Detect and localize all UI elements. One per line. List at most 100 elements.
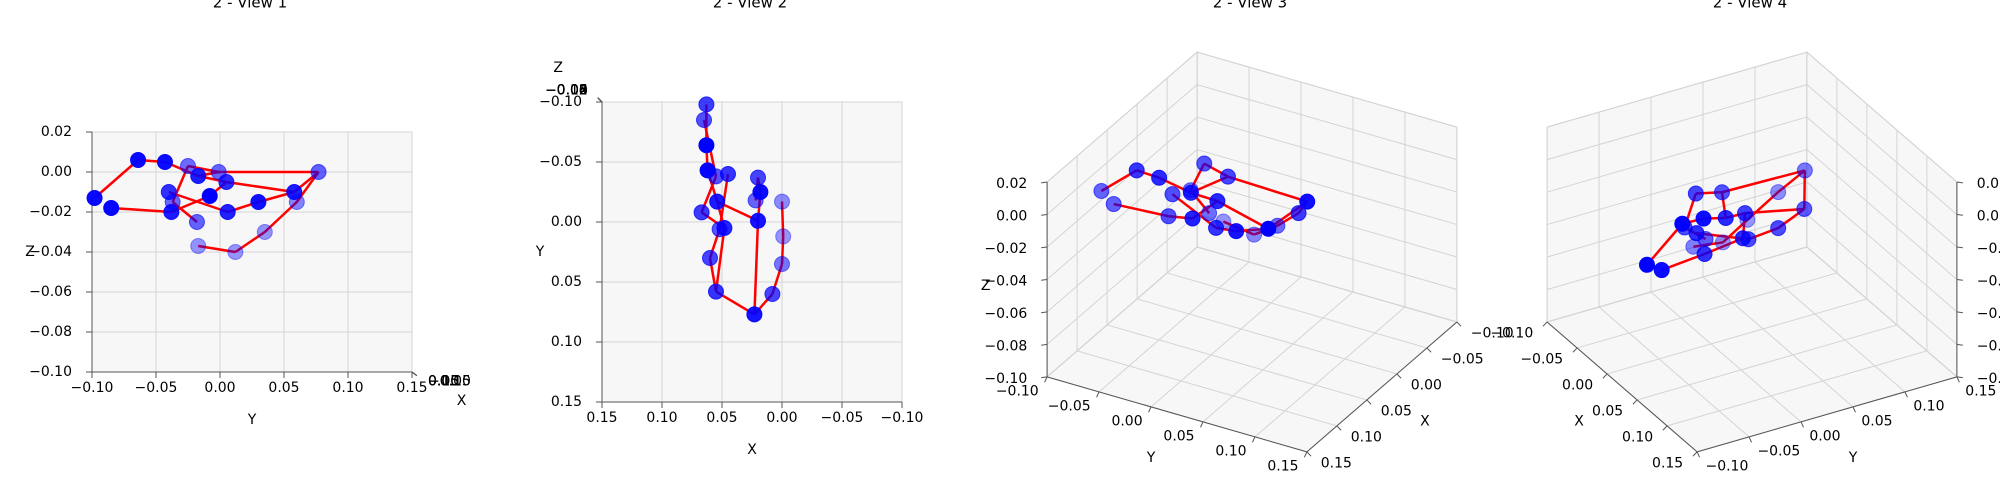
joint <box>160 184 177 200</box>
axis-label: Z <box>981 278 991 294</box>
tick-label: −0.06 <box>1977 306 2000 322</box>
tick-mark <box>411 371 418 377</box>
joint <box>163 204 180 220</box>
subplot: −0.10 −0.05 0.00 0.05 0.10 0.15 X −0.10 −0.05 0.0… <box>535 0 924 458</box>
joint <box>1734 230 1751 247</box>
grid-line <box>1196 84 1458 161</box>
grid-line <box>1098 261 1250 393</box>
tick-label: −0.08 <box>1977 339 2000 355</box>
tick-label: −0.05 <box>428 374 471 390</box>
joint <box>698 137 715 154</box>
tick-label: 0.02 <box>996 176 1027 192</box>
bone <box>168 190 229 214</box>
tick-mark <box>1200 421 1204 428</box>
axis-label: Y <box>535 244 545 260</box>
tick-label: 0.02 <box>557 83 588 99</box>
joint <box>1796 162 1813 179</box>
joint <box>1201 205 1218 222</box>
tick-label: −0.04 <box>984 274 1027 290</box>
subplot: −0.10 −0.05 0.00 0.05 0.10 0.15 X −0.10 −0.05 0.0… <box>1490 0 2000 474</box>
tick-mark <box>1041 278 1048 281</box>
tick-mark <box>1041 311 1048 314</box>
tick-mark <box>1303 451 1308 458</box>
grid-line <box>1806 84 1958 215</box>
bone <box>93 159 139 199</box>
grid-line <box>1666 350 1928 427</box>
joint <box>286 184 303 200</box>
tick-label: −0.05 <box>821 410 864 426</box>
axis-label: X <box>1574 414 1584 430</box>
joint <box>1219 168 1236 185</box>
tick-label: 0.05 <box>1163 428 1194 444</box>
joint <box>1687 185 1704 202</box>
joint <box>156 154 173 170</box>
tick-label: −0.10 <box>1490 326 1533 342</box>
bone <box>714 227 726 292</box>
bone <box>753 220 760 315</box>
joint <box>180 158 196 174</box>
bone <box>1646 222 1684 266</box>
tick-label: −0.05 <box>539 154 582 170</box>
joint <box>256 224 273 240</box>
grid-line <box>1598 306 1750 438</box>
tick-label: −0.02 <box>545 83 588 99</box>
tick-mark <box>1956 214 1963 216</box>
tick-mark <box>1956 278 1963 281</box>
tick-label: 0.15 <box>551 394 582 410</box>
joint <box>774 193 790 210</box>
grid-line <box>1196 149 1458 226</box>
bone <box>1227 175 1308 203</box>
joint <box>1290 205 1307 222</box>
tick-mark <box>1956 376 1960 383</box>
tick-mark <box>1041 246 1048 249</box>
tick-label: −0.10 <box>545 83 588 99</box>
tick-mark <box>1542 321 1548 327</box>
pane <box>601 101 903 403</box>
joint <box>190 168 207 184</box>
tick-label: −0.06 <box>29 284 72 300</box>
tick-mark <box>1148 406 1152 413</box>
tick-label: 0.00 <box>1111 413 1142 429</box>
tick-mark <box>1251 436 1256 443</box>
joint <box>709 193 726 210</box>
tick-label: 0.10 <box>428 374 459 390</box>
joint <box>750 169 766 186</box>
tick-mark <box>1041 214 1048 216</box>
grid-line <box>1806 214 1958 345</box>
joint <box>1688 225 1705 242</box>
bone <box>1721 169 1806 194</box>
tick-label: −0.05 <box>135 380 178 396</box>
joint <box>1196 155 1213 172</box>
joint <box>1164 186 1181 203</box>
grid-line <box>1546 214 1808 290</box>
tick-label: −0.06 <box>984 306 1027 322</box>
tick-mark <box>1800 421 1804 428</box>
subplot-title: 2 - View 2 <box>713 0 787 12</box>
joint <box>1638 256 1655 273</box>
grid-line <box>1046 84 1198 215</box>
grid-line <box>1606 298 1868 375</box>
tick-label: 0.00 <box>204 380 235 396</box>
subplot-title: 2 - View 3 <box>1213 0 1287 12</box>
bone <box>1744 207 1805 215</box>
joint <box>1653 262 1670 279</box>
joint <box>227 244 244 260</box>
axis-line <box>1306 321 1458 453</box>
tick-label: 0.15 <box>586 410 617 426</box>
axis-label: Y <box>1848 450 1858 466</box>
joint <box>201 188 218 204</box>
joint <box>1770 220 1787 237</box>
joint <box>1208 219 1225 236</box>
joint <box>774 256 790 272</box>
joint <box>1737 205 1754 222</box>
tick-label: 0.10 <box>1622 429 1653 445</box>
tick-mark <box>1956 311 1963 314</box>
tick-label: −0.10 <box>996 383 1039 399</box>
joint <box>699 162 716 179</box>
axis-line <box>1546 321 1698 453</box>
bone <box>1216 200 1269 230</box>
tick-label: 0.15 <box>1267 458 1298 474</box>
tick-label: −0.10 <box>71 380 114 396</box>
bone <box>198 244 236 254</box>
bone <box>1113 202 1169 218</box>
